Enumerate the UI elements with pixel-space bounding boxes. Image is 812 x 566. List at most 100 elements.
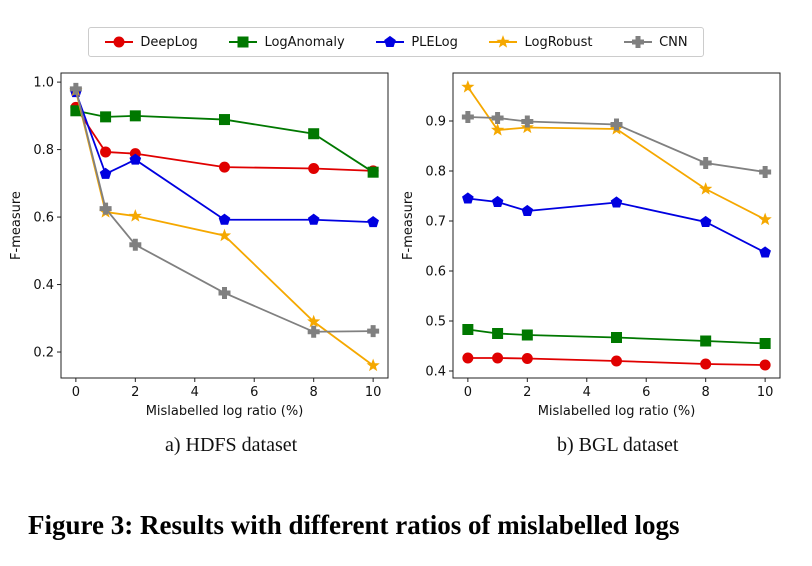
series-cnn [69,82,380,338]
data-point [367,325,380,338]
data-point [699,215,712,227]
series-loganomaly [462,324,771,349]
data-point [217,228,232,242]
data-point [308,162,320,174]
data-point [461,111,474,123]
legend-marker-shape [237,36,249,48]
y-axis-label: F-measure [401,191,416,260]
legend: DeepLog LogAnomaly PLELog LogRobust CNN [88,27,704,57]
x-tick-label: 2 [131,385,139,400]
data-point [611,355,622,367]
data-point [128,209,142,222]
data-point [69,82,82,95]
series-plelog [462,192,771,258]
legend-marker-shape [632,36,645,48]
data-point [462,352,474,364]
series-line [75,106,374,172]
data-point [610,118,623,131]
subtitle-hdfs: a) HDFS dataset [165,434,298,456]
data-point [699,182,713,195]
series-line [74,88,374,333]
data-point [490,123,505,136]
data-point [100,146,112,158]
figure-caption: Figure 3: Results with different ratios … [28,510,680,540]
plot-frame [452,72,781,379]
data-point [461,80,475,93]
x-axis-label: Mislabelled log ratio (%) [146,404,304,419]
legend-label: LogRobust [524,34,593,50]
data-point [218,286,231,299]
data-point [759,359,771,371]
x-axis-label: Mislabelled log ratio (%) [538,404,696,419]
legend-marker-plelog [376,35,405,47]
y-tick-label: 0.8 [425,165,446,180]
x-tick-label: 10 [757,385,774,400]
legend-marker-shape [384,35,397,47]
data-point [462,324,474,335]
y-tick-label: 0.7 [425,215,446,230]
plot-frame [60,72,389,379]
data-point [610,196,623,208]
legend-marker-cnn [624,36,653,48]
series-line [75,91,374,224]
data-point [100,111,112,123]
series-logrobust [461,80,772,226]
data-point [491,112,504,124]
x-tick-label: 8 [310,385,318,400]
data-point [699,157,712,169]
subtitle-bgl: b) BGL dataset [557,434,679,456]
data-point [307,213,320,225]
data-point [99,202,112,215]
data-point [366,358,380,372]
data-point [219,161,230,173]
x-tick-label: 8 [702,385,710,400]
legend-marker-deeplog [105,36,134,48]
legend-marker-loganomaly [229,36,258,48]
data-point [308,128,320,140]
data-point [218,213,231,225]
data-point [129,238,142,251]
y-tick-label: 0.9 [425,115,446,130]
x-tick-label: 6 [250,385,258,400]
series-deeplog [70,101,379,177]
data-point [307,325,320,338]
data-point [492,328,504,339]
data-point [521,115,534,128]
data-point [462,192,474,204]
data-point [759,166,772,178]
y-tick-label: 0.6 [33,211,54,226]
y-tick-label: 0.4 [33,278,54,293]
y-tick-label: 0.4 [425,365,446,380]
x-tick-label: 4 [191,385,199,400]
legend-label: CNN [659,34,688,50]
legend-item-logrobust: LogRobust [488,35,592,50]
data-point [219,114,230,126]
legend-item-loganomaly: LogAnomaly [228,34,345,50]
legend-label: LogAnomaly [264,34,345,50]
x-tick-label: 4 [583,385,591,400]
data-point [700,358,712,370]
data-point [129,110,141,122]
charts: 0 2 4 6 8 10 0.2 0.4 0.6 0.8 1.0 Mislabelled log ra… [9,72,781,419]
data-point [491,195,504,207]
legend-marker-logrobust [489,35,518,48]
series-line [467,86,766,221]
data-point [700,335,712,347]
y-tick-label: 0.2 [33,346,54,361]
legend-label: PLELog [411,34,458,50]
plot-0: 0 2 4 6 8 10 0.2 0.4 0.6 0.8 1.0 Mislabelled log ra… [9,72,389,419]
data-point [99,167,112,179]
series-deeplog [462,352,771,371]
y-tick-label: 1.0 [33,76,54,91]
data-point [129,153,142,165]
data-point [492,352,504,364]
data-point [307,314,321,328]
x-tick-label: 6 [642,385,650,400]
data-point [521,204,534,216]
data-point [611,332,622,343]
data-point [759,246,771,258]
series-plelog [70,86,379,228]
data-point [521,353,533,364]
legend-item-deeplog: DeepLog [104,35,198,50]
y-tick-label: 0.5 [425,315,446,330]
